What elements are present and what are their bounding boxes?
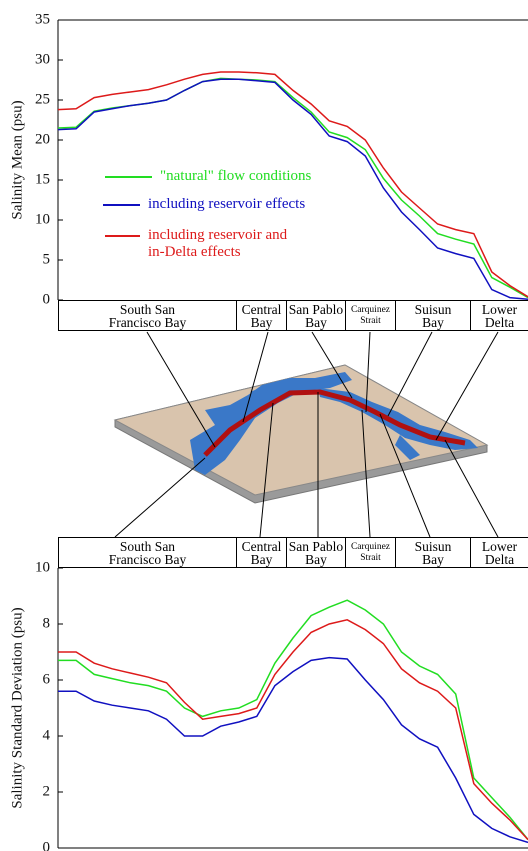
y-axis-label: Salinity Mean (psu) [9,100,25,219]
series-line [58,656,528,844]
region-box: Central Bay [236,301,286,330]
region-label: Central Bay [241,301,282,330]
legend-label: "natural" flow conditions [160,168,312,184]
region-label: Central Bay [241,538,282,567]
y-tick-label: 10 [35,559,50,575]
series-line [57,71,528,298]
region-box: Suisun Bay [395,538,470,567]
region-label: Suisun Bay [414,301,452,330]
series-line [57,78,528,300]
region-box: San Pablo Bay [286,301,345,330]
y-tick-label: 15 [35,171,50,187]
y-tick-label: 2 [43,783,51,799]
region-box: San Pablo Bay [286,538,345,567]
y-tick-label: 0 [43,291,51,307]
region-label: Suisun Bay [414,538,452,567]
region-box: Carquinez Strait [345,538,395,567]
series-line [57,77,528,299]
region-box: Lower Delta [470,301,528,330]
series-line [58,599,528,841]
region-box: Suisun Bay [395,301,470,330]
region-box: South San Francisco Bay [58,538,236,567]
region-label: Carquinez Strait [350,304,391,326]
region-label: Lower Delta [481,301,518,330]
y-tick-label: 20 [35,131,50,147]
region-row: South San Francisco Bay Central Bay San Pa… [58,300,528,331]
y-tick-label: 5 [43,251,51,267]
map-illustration [113,364,489,504]
legend-label: including reservoir and in-Delta effects [148,227,288,260]
region-box: South San Francisco Bay [58,301,236,330]
region-box: Central Bay [236,538,286,567]
series-line [58,619,528,841]
y-axis-label: Salinity Standard Deviation (psu) [9,607,25,808]
leader-lines [114,331,499,538]
y-tick-label: 35 [35,11,50,27]
y-tick-label: 6 [43,671,51,687]
y-tick-label: 0 [43,839,51,851]
legend-label: including reservoir effects [148,196,306,212]
y-tick-label: 4 [43,727,51,743]
region-label: Carquinez Strait [350,541,391,563]
region-label: San Pablo Bay [288,301,344,330]
region-label: San Pablo Bay [288,538,344,567]
region-label: South San Francisco Bay [108,538,187,567]
y-tick-label: 10 [35,211,50,227]
region-row: South San Francisco Bay Central Bay San Pa… [58,537,528,568]
y-tick-label: 30 [35,51,50,67]
y-tick-label: 8 [43,615,51,631]
region-label: South San Francisco Bay [108,301,187,330]
region-box: Carquinez Strait [345,301,395,330]
region-box: Lower Delta [470,538,528,567]
y-tick-label: 25 [35,91,50,107]
region-label: Lower Delta [481,538,518,567]
axes-frame [57,19,528,849]
